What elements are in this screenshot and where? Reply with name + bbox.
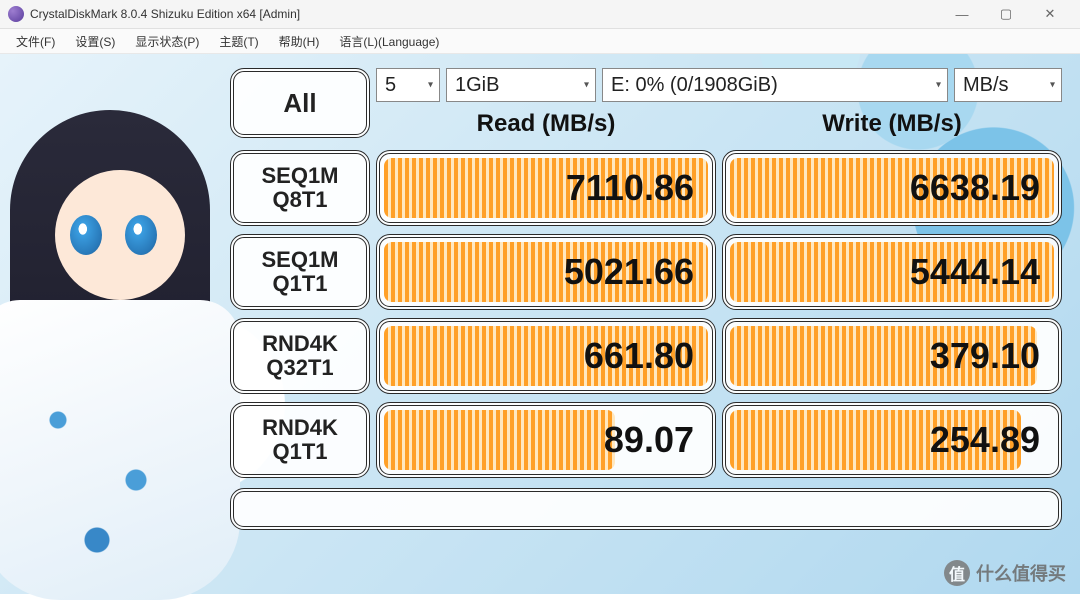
test-button-rnd4k-q32t1[interactable]: RND4KQ32T1 — [230, 318, 370, 394]
main-content: All 5 ▾ 1GiB ▾ E: 0% (0/1908GiB) ▾ MB/s — [0, 54, 1080, 548]
menu-language[interactable]: 语言(L)(Language) — [329, 31, 449, 52]
test-button-seq1m-q1t1[interactable]: SEQ1MQ1T1 — [230, 234, 370, 310]
menu-help[interactable]: 帮助(H) — [269, 31, 330, 52]
test-label-line1: SEQ1M — [261, 248, 338, 272]
write-result-cell: 254.89 — [722, 402, 1062, 478]
write-value: 254.89 — [726, 406, 1058, 474]
minimize-button[interactable]: — — [940, 0, 984, 28]
read-result-cell: 89.07 — [376, 402, 716, 478]
write-result-cell: 379.10 — [722, 318, 1062, 394]
test-size-value: 1GiB — [455, 74, 499, 97]
write-result-cell: 5444.14 — [722, 234, 1062, 310]
maximize-button[interactable]: ▢ — [984, 0, 1028, 28]
test-button-seq1m-q8t1[interactable]: SEQ1MQ8T1 — [230, 150, 370, 226]
read-result-cell: 7110.86 — [376, 150, 716, 226]
write-result-cell: 6638.19 — [722, 150, 1062, 226]
close-icon: ✕ — [1045, 6, 1056, 22]
chevron-down-icon: ▾ — [1050, 80, 1055, 91]
test-label-line2: Q32T1 — [266, 356, 333, 380]
result-row: SEQ1MQ8T17110.866638.19 — [230, 150, 1062, 226]
test-label-line2: Q8T1 — [272, 188, 327, 212]
read-column-header: Read (MB/s) — [376, 110, 716, 138]
read-value: 661.80 — [380, 322, 712, 390]
watermark: 值 什么值得买 — [944, 560, 1066, 586]
status-footer — [230, 488, 1062, 530]
menu-file[interactable]: 文件(F) — [6, 31, 65, 52]
menu-settings[interactable]: 设置(S) — [65, 31, 125, 52]
chevron-down-icon: ▾ — [936, 80, 941, 91]
result-row: RND4KQ32T1661.80379.10 — [230, 318, 1062, 394]
menu-profile[interactable]: 显示状态(P) — [125, 31, 209, 52]
test-count-value: 5 — [385, 74, 396, 97]
menu-theme[interactable]: 主题(T) — [209, 31, 268, 52]
write-value: 6638.19 — [726, 154, 1058, 222]
read-value: 89.07 — [380, 406, 712, 474]
result-row: SEQ1MQ1T15021.665444.14 — [230, 234, 1062, 310]
test-button-rnd4k-q1t1[interactable]: RND4KQ1T1 — [230, 402, 370, 478]
menu-bar: 文件(F) 设置(S) 显示状态(P) 主题(T) 帮助(H) 语言(L)(La… — [0, 29, 1080, 54]
read-result-cell: 661.80 — [376, 318, 716, 394]
read-value: 7110.86 — [380, 154, 712, 222]
unit-select[interactable]: MB/s ▾ — [954, 68, 1062, 102]
write-value: 379.10 — [726, 322, 1058, 390]
results-grid: SEQ1MQ8T17110.866638.19SEQ1MQ1T15021.665… — [230, 150, 1062, 478]
test-label-line2: Q1T1 — [272, 272, 327, 296]
test-label-line1: SEQ1M — [261, 164, 338, 188]
test-label-line1: RND4K — [262, 332, 338, 356]
test-label-line1: RND4K — [262, 416, 338, 440]
title-bar[interactable]: CrystalDiskMark 8.0.4 Shizuku Edition x6… — [0, 0, 1080, 29]
test-label-line2: Q1T1 — [272, 440, 327, 464]
close-button[interactable]: ✕ — [1028, 0, 1072, 28]
window-title: CrystalDiskMark 8.0.4 Shizuku Edition x6… — [30, 7, 940, 21]
chevron-down-icon: ▾ — [584, 80, 589, 91]
test-count-select[interactable]: 5 ▾ — [376, 68, 440, 102]
drive-value: E: 0% (0/1908GiB) — [611, 74, 778, 97]
read-result-cell: 5021.66 — [376, 234, 716, 310]
result-row: RND4KQ1T189.07254.89 — [230, 402, 1062, 478]
read-value: 5021.66 — [380, 238, 712, 306]
app-icon — [8, 6, 24, 22]
write-value: 5444.14 — [726, 238, 1058, 306]
test-size-select[interactable]: 1GiB ▾ — [446, 68, 596, 102]
minimize-icon: — — [956, 7, 969, 22]
chevron-down-icon: ▾ — [428, 80, 433, 91]
write-column-header: Write (MB/s) — [722, 110, 1062, 138]
watermark-icon: 值 — [944, 560, 970, 586]
unit-value: MB/s — [963, 74, 1009, 97]
drive-select[interactable]: E: 0% (0/1908GiB) ▾ — [602, 68, 948, 102]
watermark-text: 什么值得买 — [976, 560, 1066, 586]
maximize-icon: ▢ — [1000, 6, 1012, 22]
